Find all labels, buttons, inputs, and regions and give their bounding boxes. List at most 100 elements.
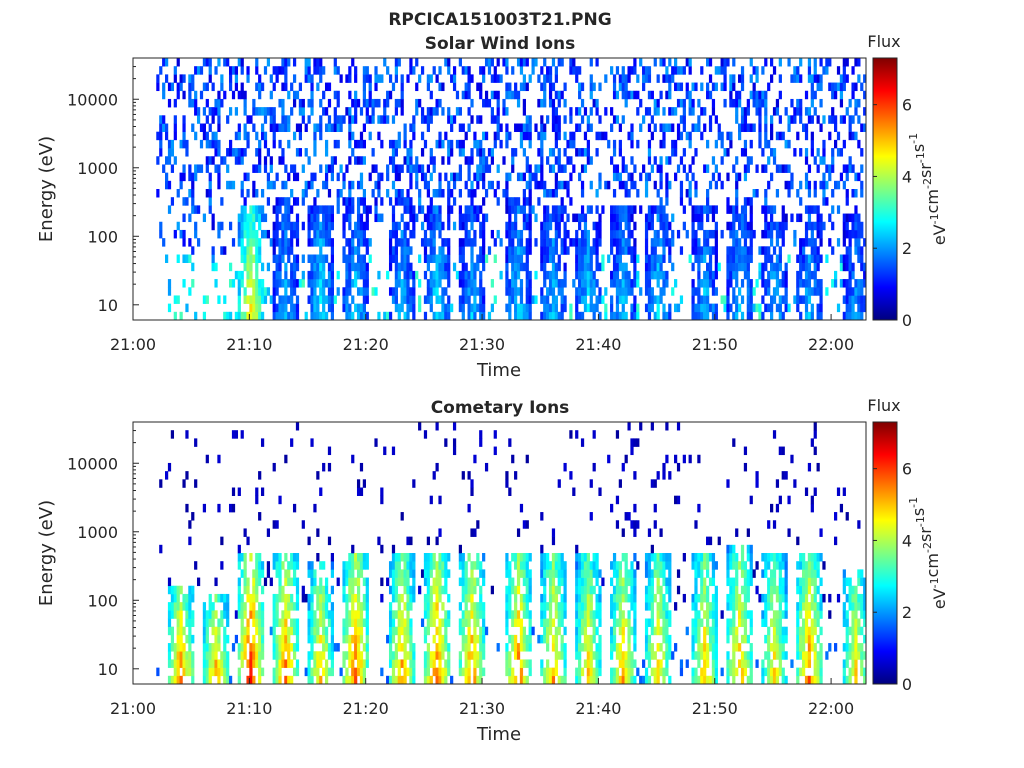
heatmap-cell — [365, 287, 369, 296]
heatmap-cell — [406, 634, 410, 644]
heatmap-cell — [170, 82, 175, 92]
heatmap-cell — [621, 205, 625, 214]
heatmap-cell — [551, 569, 556, 578]
heatmap-cell — [191, 180, 195, 190]
heatmap-cell — [653, 254, 657, 263]
heatmap-cell — [220, 74, 224, 83]
heatmap-cell — [848, 279, 852, 288]
heatmap-cell — [615, 221, 620, 231]
heatmap-cell — [429, 618, 433, 627]
heatmap-cell — [610, 66, 614, 75]
heatmap-cell — [519, 58, 524, 67]
heatmap-cell — [618, 659, 622, 668]
heatmap-cell — [342, 659, 346, 668]
heatmap-cell — [546, 205, 550, 214]
heatmap-cell — [804, 295, 809, 304]
heatmap-cell — [246, 279, 250, 288]
heatmap-cell — [240, 643, 244, 652]
heatmap-cell — [732, 238, 736, 247]
heatmap-cell — [813, 246, 817, 255]
heatmap-cell — [647, 528, 652, 537]
heatmap-cell — [188, 74, 192, 83]
unit-exponent: -1 — [914, 152, 927, 163]
heatmap-cell — [461, 634, 465, 644]
heatmap-cell — [333, 156, 337, 165]
heatmap-cell — [644, 74, 649, 83]
heatmap-cell — [633, 262, 637, 272]
heatmap-cell — [580, 553, 585, 562]
heatmap-cell — [813, 180, 817, 190]
heatmap-cell — [435, 74, 439, 83]
heatmap-cell — [418, 254, 422, 263]
heatmap-cell — [388, 618, 393, 627]
heatmap-cell — [191, 512, 195, 521]
heatmap-cell — [514, 221, 518, 231]
heatmap-cell — [831, 205, 835, 214]
heatmap-cell — [217, 295, 221, 304]
heatmap-cell — [612, 602, 617, 611]
x-tick-label: 21:00 — [110, 335, 156, 354]
heatmap-cell — [391, 569, 396, 578]
heatmap-cell — [330, 553, 334, 562]
heatmap-cell — [522, 197, 526, 206]
heatmap-cell — [804, 90, 809, 100]
heatmap-cell — [732, 221, 736, 231]
heatmap-cell — [461, 311, 465, 321]
heatmap-cell — [822, 172, 826, 182]
heatmap-cell — [505, 172, 509, 182]
heatmap-cell — [499, 123, 503, 132]
heatmap-cell — [662, 107, 666, 116]
heatmap-cell — [502, 107, 506, 116]
heatmap-cell — [714, 238, 718, 247]
heatmap-cell — [359, 569, 364, 578]
heatmap-cell — [205, 115, 209, 124]
heatmap-cell — [287, 279, 291, 288]
heatmap-cell — [435, 189, 439, 198]
heatmap-cell — [423, 602, 428, 611]
heatmap-cell — [412, 66, 416, 75]
heatmap-cell — [525, 156, 529, 165]
heatmap-cell — [301, 98, 305, 108]
heatmap-cell — [354, 626, 358, 636]
heatmap-cell — [310, 262, 314, 272]
heatmap-cell — [729, 74, 733, 83]
heatmap-cell — [316, 634, 320, 644]
heatmap-cell — [412, 569, 416, 578]
heatmap-cell — [374, 180, 378, 190]
heatmap-cell — [813, 66, 817, 75]
heatmap-cell — [255, 311, 259, 321]
heatmap-cell — [624, 279, 628, 288]
heatmap-cell — [586, 262, 590, 272]
heatmap-cell — [290, 287, 294, 296]
heatmap-cell — [388, 238, 393, 247]
heatmap-cell — [391, 667, 396, 677]
heatmap-cell — [345, 602, 349, 611]
heatmap-cell — [362, 561, 366, 570]
heatmap-cell — [324, 164, 329, 173]
heatmap-cell — [644, 593, 649, 603]
heatmap-cell — [173, 585, 177, 595]
heatmap-cell — [612, 279, 617, 288]
heatmap-cell — [406, 553, 410, 562]
heatmap-cell — [191, 262, 195, 272]
heatmap-cell — [671, 66, 675, 75]
heatmap-cell — [313, 659, 317, 668]
heatmap-cell — [508, 311, 512, 321]
heatmap-cell — [816, 262, 820, 272]
heatmap-cell — [767, 246, 771, 255]
heatmap-cell — [694, 189, 698, 198]
heatmap-cell — [653, 270, 657, 280]
heatmap-cell — [185, 303, 189, 313]
heatmap-cell — [671, 139, 675, 149]
heatmap-cell — [202, 107, 207, 116]
heatmap-cell — [304, 180, 308, 190]
heatmap-cell — [531, 205, 535, 214]
heatmap-cell — [240, 430, 244, 439]
heatmap-cell — [749, 58, 753, 67]
heatmap-cell — [572, 238, 576, 247]
heatmap-cell — [223, 667, 227, 677]
heatmap-cell — [284, 229, 288, 239]
heatmap-cell — [810, 311, 814, 321]
heatmap-cell — [644, 66, 649, 75]
heatmap-cell — [586, 643, 590, 652]
